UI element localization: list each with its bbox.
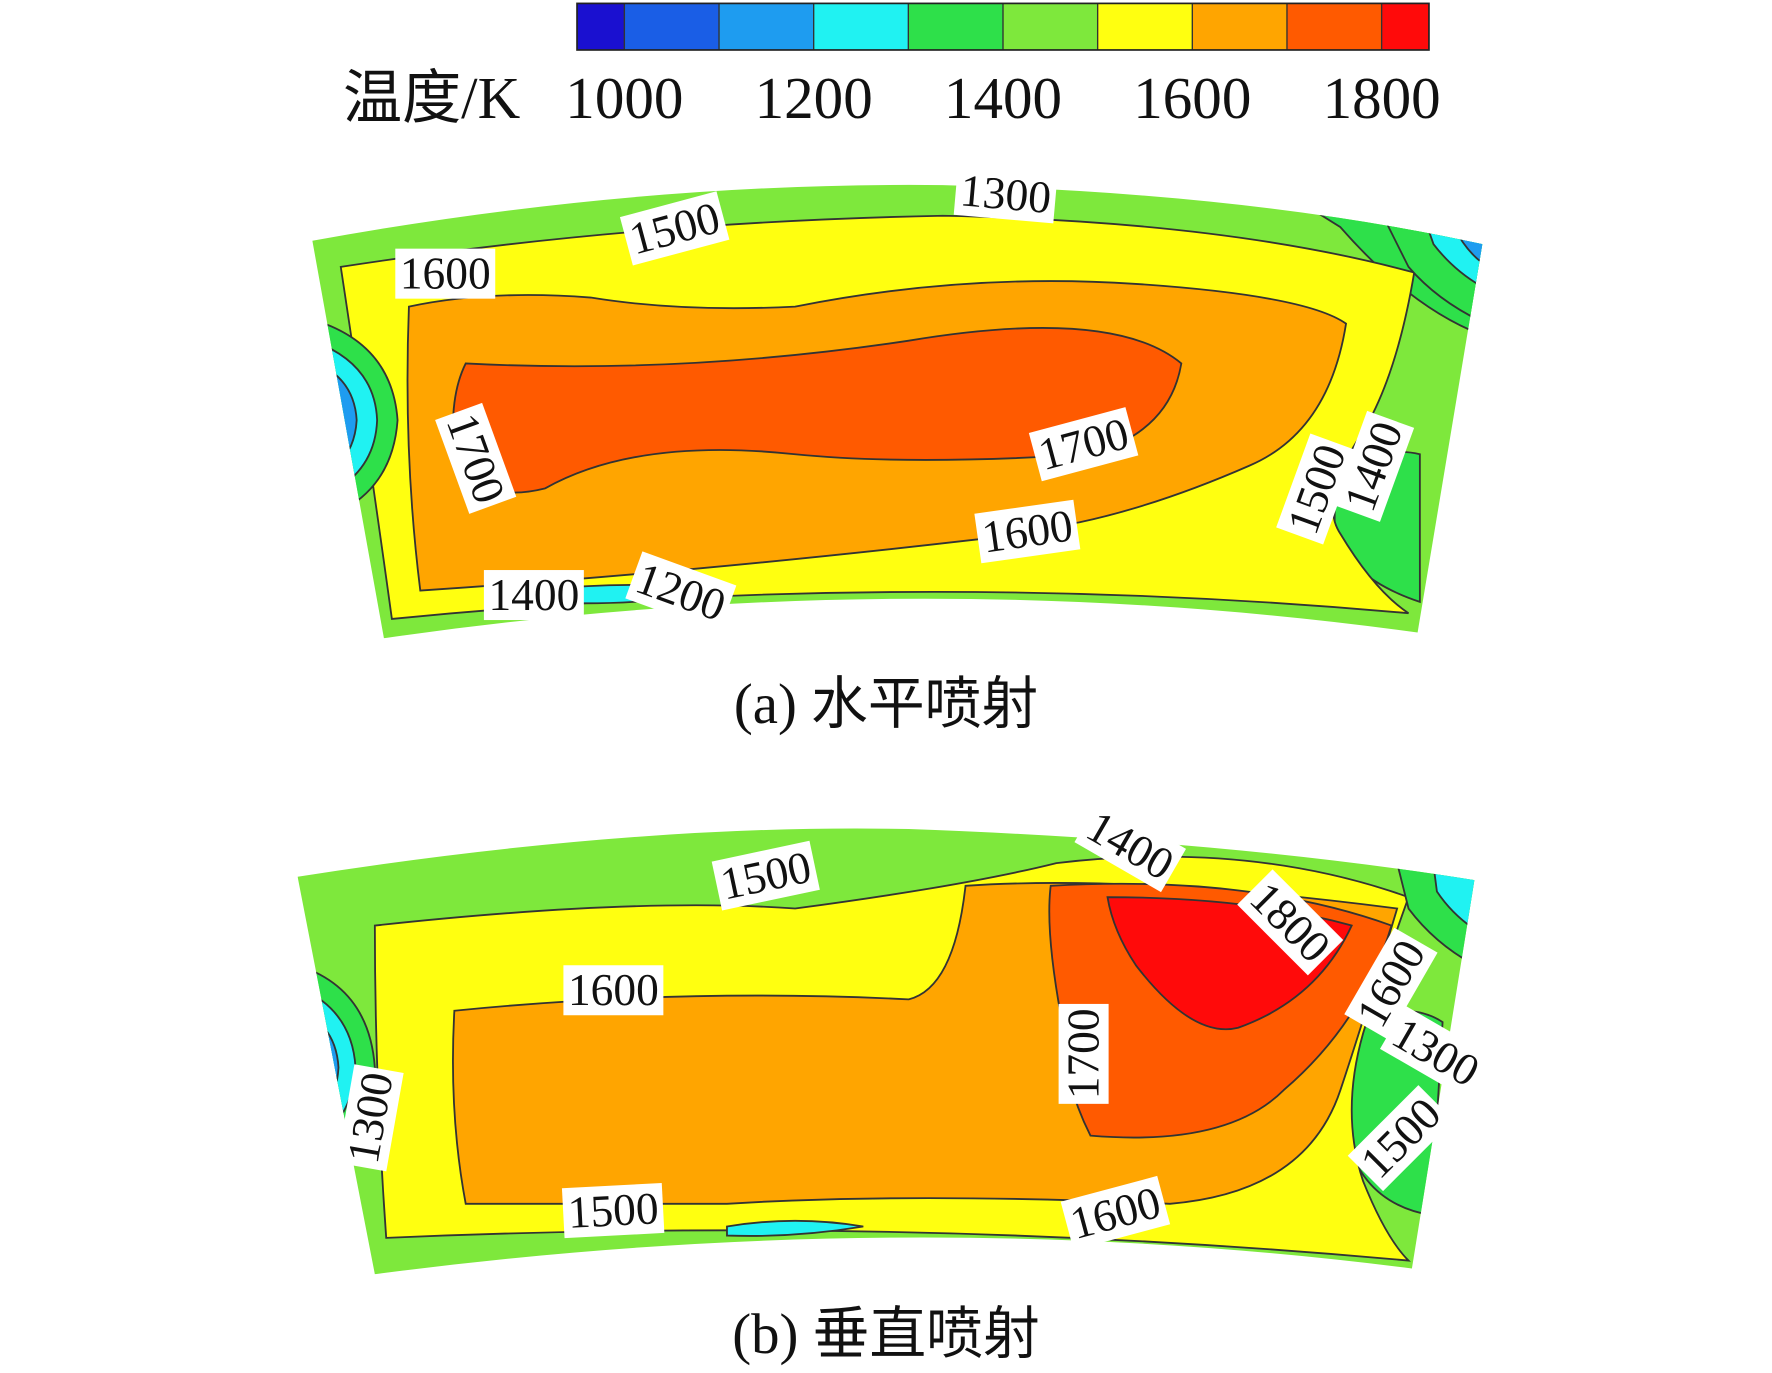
contour-label: 1700 bbox=[1059, 1008, 1109, 1099]
label-background bbox=[1332, 410, 1415, 522]
label-background bbox=[1058, 1003, 1109, 1104]
colorbar-tick-label: 1000 bbox=[565, 65, 683, 131]
label-background bbox=[974, 499, 1081, 564]
colorbar-segment bbox=[908, 3, 1003, 50]
label-background bbox=[435, 402, 517, 514]
contour-label: 1400 bbox=[488, 570, 579, 620]
label-background bbox=[953, 164, 1058, 224]
contour-label: 1600 bbox=[400, 249, 491, 299]
label-background bbox=[625, 551, 737, 633]
colorbar-segment bbox=[1192, 3, 1287, 50]
colorbar-tick-label: 1800 bbox=[1323, 65, 1441, 131]
colorbar-segment bbox=[577, 3, 625, 50]
label-background bbox=[711, 840, 820, 911]
label-background bbox=[563, 965, 664, 1016]
colorbar-segment bbox=[624, 3, 720, 50]
colorbar-tick-label: 1600 bbox=[1133, 65, 1251, 131]
panel-caption: (b) 垂直喷射 bbox=[732, 1303, 1039, 1366]
contour-label-group: 1500 bbox=[561, 1182, 665, 1239]
contour-label: 1500 bbox=[566, 1183, 659, 1238]
colorbar-segment bbox=[1286, 3, 1382, 50]
colorbar-segment bbox=[1381, 3, 1429, 50]
contour-panel bbox=[297, 828, 1475, 1275]
label-background bbox=[561, 1182, 665, 1239]
colorbar-frame bbox=[576, 2, 1430, 51]
colorbar-segment bbox=[1002, 3, 1098, 50]
colorbar-segment bbox=[1097, 3, 1193, 50]
contour-label-group: 1600 bbox=[974, 499, 1081, 564]
contour-label-group: 1400 bbox=[483, 570, 584, 621]
label-background bbox=[1347, 1085, 1454, 1192]
label-background bbox=[1344, 927, 1438, 1040]
contour-label-group: 1600 bbox=[563, 965, 664, 1016]
label-background bbox=[619, 191, 730, 266]
contour-region bbox=[726, 1219, 864, 1237]
label-background bbox=[483, 570, 584, 621]
label-background bbox=[1028, 407, 1139, 482]
colorbar-segment bbox=[719, 3, 814, 50]
contour-label-group: 1600 bbox=[395, 248, 496, 299]
label-background bbox=[395, 248, 496, 299]
colorbar-segment bbox=[813, 3, 909, 50]
label-background bbox=[337, 1064, 404, 1172]
contour-label: 1600 bbox=[568, 965, 659, 1015]
contour-label-group: 1300 bbox=[953, 164, 1058, 224]
contour-label-group: 1500 bbox=[711, 840, 820, 911]
colorbar-title: 温度/K bbox=[343, 65, 521, 131]
contour-label-group: 1700 bbox=[1058, 1003, 1109, 1104]
label-background bbox=[1060, 1175, 1171, 1251]
contour-label-group: 1700 bbox=[1028, 407, 1139, 482]
contour-label: 1300 bbox=[958, 165, 1053, 223]
colorbar-tick-label: 1200 bbox=[755, 65, 873, 131]
label-background bbox=[1237, 869, 1344, 976]
panel-caption: (a) 水平喷射 bbox=[734, 673, 1038, 736]
colorbar-tick-label: 1400 bbox=[944, 65, 1062, 131]
label-background bbox=[1074, 798, 1187, 893]
label-background bbox=[1380, 1005, 1492, 1099]
label-background bbox=[1276, 433, 1358, 545]
